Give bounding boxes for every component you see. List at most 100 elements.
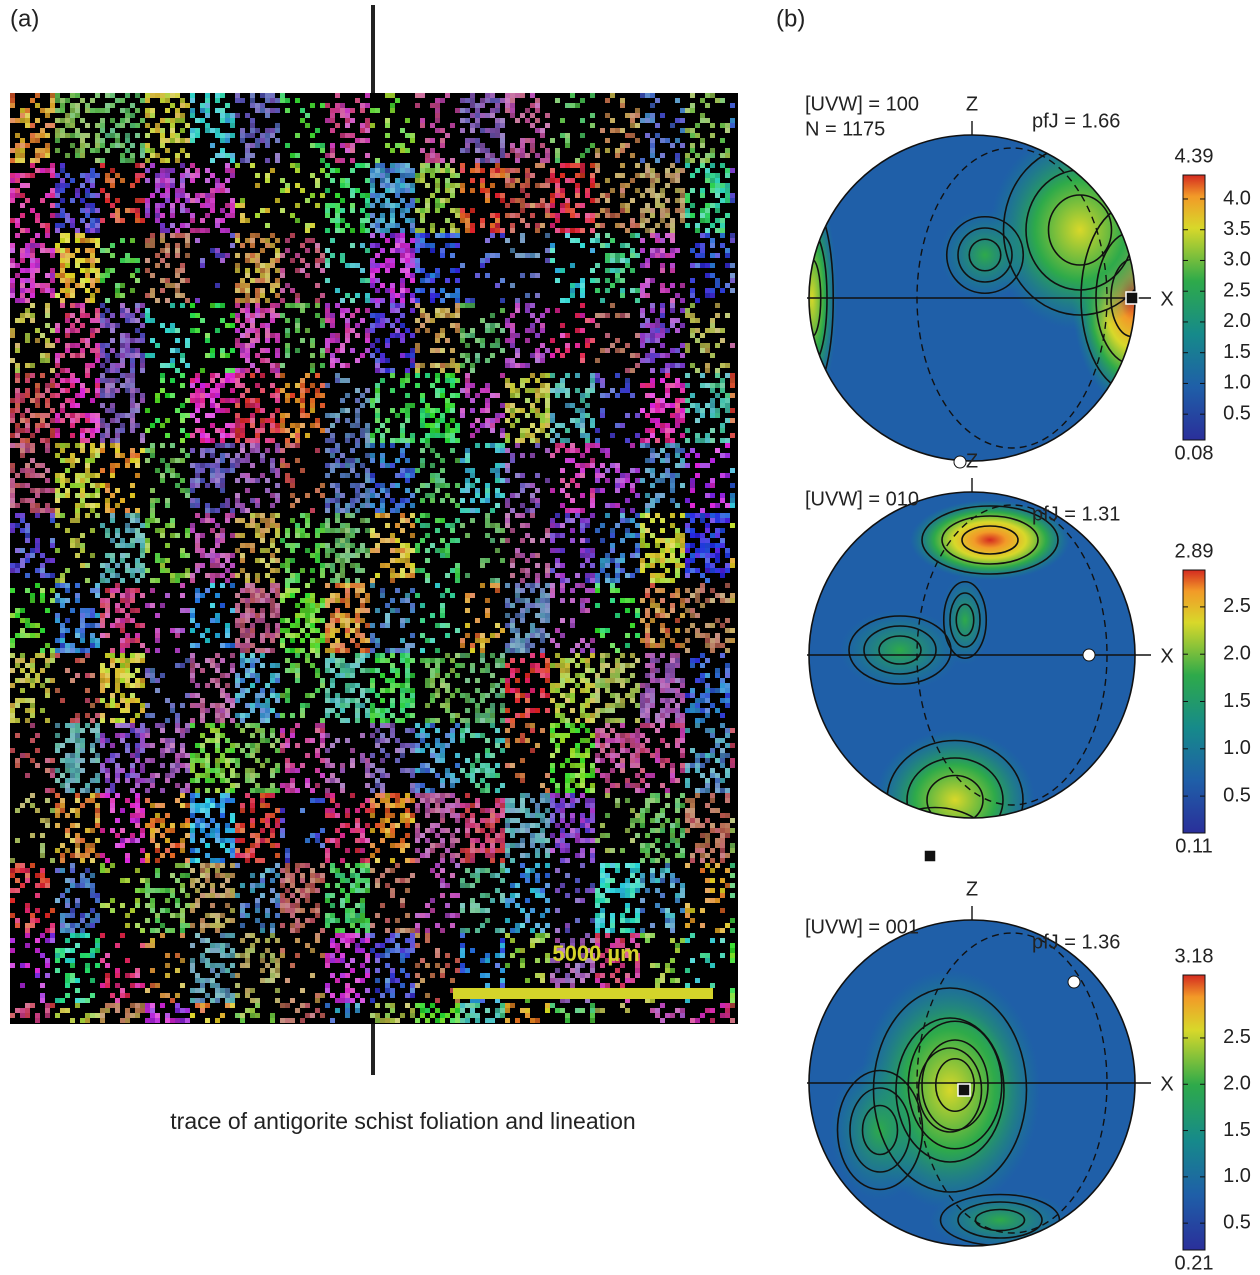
map-pixel — [450, 373, 455, 378]
map-pixel — [35, 118, 40, 123]
map-pixel — [670, 428, 675, 433]
map-pixel — [720, 378, 725, 383]
map-pixel — [495, 218, 500, 223]
map-pixel — [505, 358, 510, 363]
map-pixel — [55, 393, 60, 398]
map-pixel — [250, 513, 255, 518]
map-pixel — [455, 538, 460, 543]
map-pixel — [605, 553, 610, 558]
map-pixel — [575, 103, 580, 108]
map-pixel — [305, 523, 310, 528]
map-pixel — [625, 243, 630, 248]
map-pixel — [595, 443, 600, 448]
map-pixel — [345, 438, 350, 443]
map-pixel — [100, 378, 105, 383]
map-pixel — [640, 263, 645, 268]
map-pixel — [190, 478, 195, 483]
map-pixel — [240, 518, 245, 523]
map-pixel — [205, 113, 210, 118]
map-pixel — [445, 428, 450, 433]
map-pixel — [510, 98, 515, 103]
map-pixel — [385, 493, 390, 498]
map-pixel — [185, 528, 190, 533]
map-pixel — [370, 243, 375, 248]
map-pixel — [505, 468, 510, 473]
map-pixel — [470, 123, 475, 128]
map-pixel — [385, 288, 390, 293]
map-pixel — [325, 163, 330, 168]
map-pixel — [530, 433, 535, 438]
map-pixel — [200, 103, 205, 108]
map-pixel — [480, 183, 485, 188]
map-pixel — [195, 198, 200, 203]
map-pixel — [50, 393, 55, 398]
map-pixel — [730, 503, 735, 508]
map-pixel — [180, 203, 185, 208]
map-pixel — [580, 508, 585, 513]
map-pixel — [45, 153, 50, 158]
map-pixel — [40, 418, 45, 423]
map-pixel — [710, 533, 715, 538]
map-pixel — [250, 438, 255, 443]
map-pixel — [685, 558, 690, 563]
map-pixel — [80, 498, 85, 503]
map-pixel — [445, 378, 450, 383]
map-pixel — [650, 558, 655, 563]
map-pixel — [660, 268, 665, 273]
map-pixel — [135, 568, 140, 573]
map-pixel — [205, 383, 210, 388]
map-pixel — [535, 153, 540, 158]
map-pixel — [45, 193, 50, 198]
map-pixel — [240, 323, 245, 328]
map-pixel — [360, 268, 365, 273]
map-pixel — [210, 203, 215, 208]
map-pixel — [430, 318, 435, 323]
map-pixel — [325, 203, 330, 208]
map-pixel — [670, 483, 675, 488]
map-pixel — [190, 488, 195, 493]
map-pixel — [145, 548, 150, 553]
map-pixel — [700, 188, 705, 193]
map-pixel — [650, 308, 655, 313]
map-pixel — [420, 228, 425, 233]
map-pixel — [235, 493, 240, 498]
map-pixel — [180, 148, 185, 153]
map-pixel — [515, 353, 520, 358]
map-pixel — [90, 398, 95, 403]
map-pixel — [690, 333, 695, 338]
map-pixel — [450, 188, 455, 193]
map-pixel — [90, 528, 95, 533]
map-pixel — [150, 153, 155, 158]
map-pixel — [305, 413, 310, 418]
map-pixel — [730, 383, 735, 388]
map-pixel — [435, 163, 440, 168]
map-pixel — [385, 358, 390, 363]
map-pixel — [405, 243, 410, 248]
map-pixel — [10, 188, 15, 193]
map-pixel — [675, 398, 680, 403]
map-pixel — [665, 393, 670, 398]
map-pixel — [510, 178, 515, 183]
map-pixel — [495, 158, 500, 163]
map-pixel — [245, 573, 250, 578]
map-pixel — [555, 558, 560, 563]
map-pixel — [455, 393, 460, 398]
map-pixel — [125, 313, 130, 318]
map-pixel — [240, 503, 245, 508]
map-pixel — [55, 413, 60, 418]
map-pixel — [665, 443, 670, 448]
map-pixel — [425, 438, 430, 443]
map-pixel — [590, 488, 595, 493]
map-pixel — [615, 258, 620, 263]
map-pixel — [655, 398, 660, 403]
map-pixel — [500, 433, 505, 438]
map-pixel — [495, 163, 500, 168]
map-pixel — [535, 398, 540, 403]
map-pixel — [20, 213, 25, 218]
map-pixel — [20, 558, 25, 563]
map-pixel — [295, 428, 300, 433]
map-pixel — [80, 348, 85, 353]
map-pixel — [180, 383, 185, 388]
map-pixel — [140, 118, 145, 123]
map-pixel — [355, 483, 360, 488]
